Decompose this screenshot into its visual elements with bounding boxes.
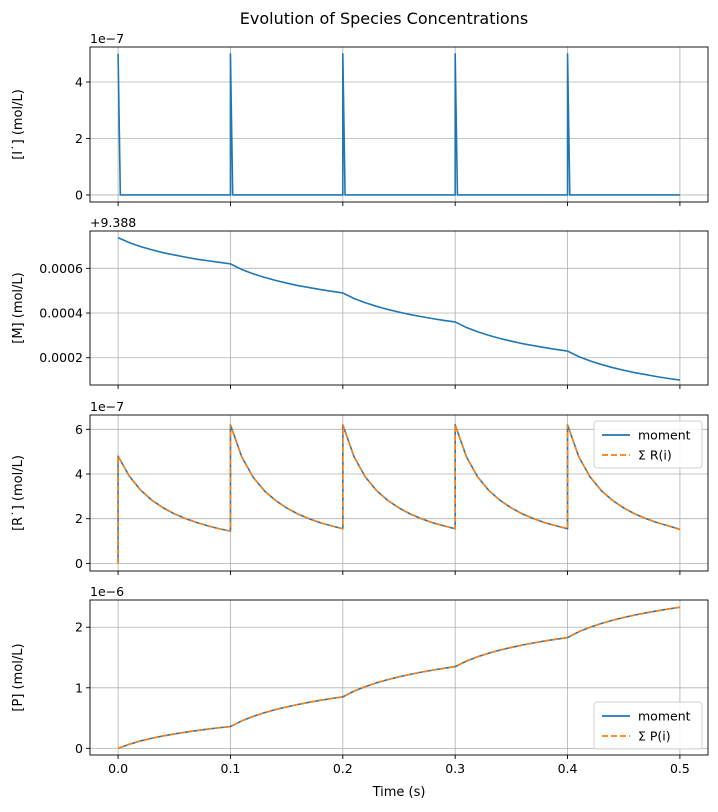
x-tick-label: 0.1 xyxy=(221,761,241,776)
y-tick-label: 0.0004 xyxy=(39,306,83,321)
legend-box xyxy=(593,701,703,750)
x-tick-label: 0.5 xyxy=(670,761,690,776)
panel-1: 0 2 4 1e−7 [I˙] (mol/L) xyxy=(11,31,709,206)
legend: moment Σ R(i) xyxy=(593,420,703,469)
y-tick-label: 0 xyxy=(75,556,83,571)
axis-offset-text: 1e−7 xyxy=(90,31,124,46)
y-tick-label: 6 xyxy=(75,422,83,437)
axes-frame xyxy=(89,230,709,386)
axes-frame xyxy=(89,46,709,203)
chart-title: Evolution of Species Concentrations xyxy=(240,9,528,28)
y-tick-label: 0.0002 xyxy=(39,350,83,365)
y-tick-label: 0 xyxy=(75,741,83,756)
axis-offset-text: 1e−7 xyxy=(90,399,124,414)
y-axis-label: [R˙] (mol/L) xyxy=(11,455,26,531)
y-tick-label: 0.0006 xyxy=(39,261,83,276)
axis-offset-text: +9.388 xyxy=(90,215,136,230)
y-tick-label: 4 xyxy=(75,467,83,482)
y-tick-label: 0 xyxy=(75,187,83,202)
legend-box xyxy=(593,420,703,469)
y-tick-label: 1 xyxy=(75,680,83,695)
x-axis-label: Time (s) xyxy=(372,785,426,800)
x-tick-label: 0.2 xyxy=(333,761,353,776)
legend-label: Σ P(i) xyxy=(638,729,671,744)
x-tick-label: 0.4 xyxy=(558,761,578,776)
axes-frame xyxy=(89,599,709,756)
panel-2: 0.0002 0.0004 0.0006 +9.388 [M] (mol/L) xyxy=(11,215,709,389)
panel-3: 0 2 4 6 1e−7 [R˙] (mol/L) moment Σ R(i) xyxy=(11,399,709,575)
legend-label: moment xyxy=(638,709,691,724)
y-axis-label: [I˙] (mol/L) xyxy=(11,89,26,160)
y-tick-label: 4 xyxy=(75,75,83,90)
legend-label: moment xyxy=(638,428,691,443)
axes-frame xyxy=(89,414,709,572)
legend: moment Σ P(i) xyxy=(593,701,703,750)
x-tick-label: 0.0 xyxy=(108,761,128,776)
y-tick-label: 2 xyxy=(75,131,83,146)
axis-offset-text: 1e−6 xyxy=(90,584,124,599)
y-tick-label: 2 xyxy=(75,511,83,526)
y-tick-label: 2 xyxy=(75,620,83,635)
y-axis-label: [M] (mol/L) xyxy=(11,272,26,344)
series-line--p-i- xyxy=(117,606,681,750)
legend-label: Σ R(i) xyxy=(638,448,672,463)
series-line-m xyxy=(117,236,681,381)
y-axis-label: [P] (mol/L) xyxy=(11,643,26,711)
x-tick-label: 0.3 xyxy=(445,761,465,776)
series-line--r-i- xyxy=(117,424,681,564)
panel-4: 0.0 0.1 0.2 0.3 0.4 0.5 0 1 2 1e−6 [P] (mol/L) mome… xyxy=(11,584,709,776)
series-line-i xyxy=(117,52,680,196)
